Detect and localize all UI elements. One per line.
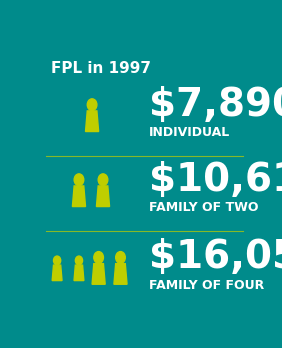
Circle shape (74, 174, 84, 185)
Circle shape (98, 174, 108, 185)
Text: $10,610: $10,610 (149, 161, 282, 199)
Text: FPL in 1997: FPL in 1997 (50, 61, 151, 76)
Circle shape (54, 256, 61, 265)
Text: $16,050: $16,050 (149, 238, 282, 276)
Circle shape (116, 252, 125, 263)
Polygon shape (96, 186, 109, 207)
Circle shape (75, 256, 83, 265)
Circle shape (94, 252, 103, 263)
Polygon shape (74, 265, 84, 280)
Circle shape (87, 99, 97, 111)
Polygon shape (85, 111, 99, 132)
Text: FAMILY OF TWO: FAMILY OF TWO (149, 201, 258, 214)
Polygon shape (52, 265, 62, 280)
Polygon shape (114, 264, 127, 284)
Text: INDIVIDUAL: INDIVIDUAL (149, 126, 230, 139)
Polygon shape (92, 264, 105, 284)
Text: $7,890: $7,890 (149, 86, 282, 124)
Polygon shape (72, 186, 85, 207)
Text: FAMILY OF FOUR: FAMILY OF FOUR (149, 278, 264, 292)
